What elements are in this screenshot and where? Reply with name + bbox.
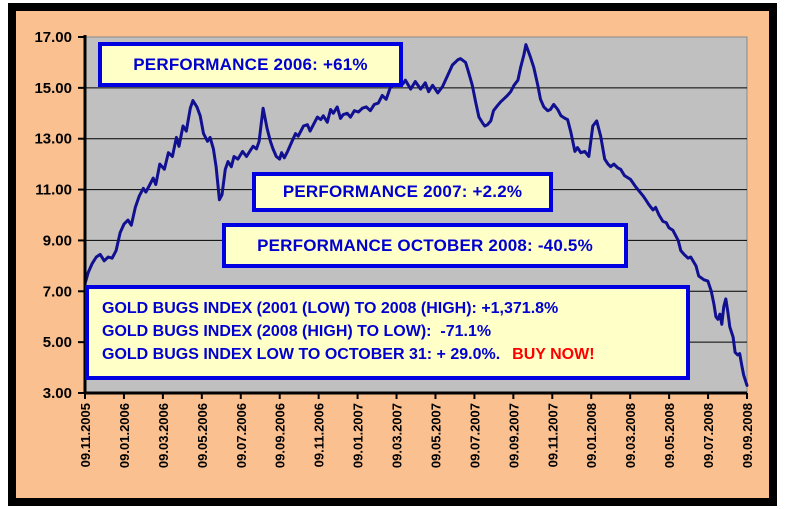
buy-now-text: BUY NOW!: [512, 346, 595, 363]
x-tick-label: 09.07.2007: [467, 403, 482, 468]
performance-october-2008-text: PERFORMANCE OCTOBER 2008: -40.5%: [257, 235, 593, 255]
x-tick-label: 09.03.2008: [623, 403, 638, 468]
x-tick-label: 09.07.2006: [234, 403, 249, 468]
y-tick-label: 3.00: [43, 385, 72, 402]
x-tick-label: 09.01.2006: [117, 403, 132, 468]
performance-2007-note: PERFORMANCE 2007: +2.2%: [252, 172, 553, 212]
gold-bugs-summary-note: GOLD BUGS INDEX (2001 (LOW) TO 2008 (HIG…: [85, 285, 690, 380]
x-tick-label: 09.11.2006: [312, 403, 327, 467]
y-tick-label: 5.00: [43, 334, 72, 351]
y-tick-label: 15.00: [34, 80, 72, 97]
x-tick-label: 09.11.2007: [545, 403, 560, 467]
performance-2007-text: PERFORMANCE 2007: +2.2%: [282, 182, 523, 201]
x-tick-label: 09.09.2006: [273, 403, 288, 468]
x-tick-label: 09.05.2008: [662, 403, 677, 468]
performance-2006-text: PERFORMANCE 2006: +61%: [133, 54, 368, 74]
performance-october-2008-note: PERFORMANCE OCTOBER 2008: -40.5%: [222, 223, 628, 268]
x-tick-label: 09.05.2006: [195, 403, 210, 468]
x-tick-label: 09.03.2006: [156, 403, 171, 468]
y-tick-label: 7.00: [43, 283, 72, 300]
gold-bugs-line-low-to-oct31: GOLD BUGS INDEX LOW TO OCTOBER 31: + 29.…: [102, 343, 686, 366]
y-tick-label: 11.00: [35, 182, 72, 199]
x-tick-label: 09.01.2007: [351, 403, 366, 468]
x-tick-label: 09.09.2007: [506, 403, 521, 468]
x-tick-label: 09.05.2007: [429, 403, 444, 468]
x-tick-label: 09.03.2007: [390, 403, 405, 468]
x-tick-label: 09.09.2008: [740, 403, 755, 468]
gold-bugs-line3-text: GOLD BUGS INDEX LOW TO OCTOBER 31: + 29.…: [102, 346, 501, 363]
gold-bugs-line-2001-2008: GOLD BUGS INDEX (2001 (LOW) TO 2008 (HIG…: [102, 300, 559, 317]
performance-2006-note: PERFORMANCE 2006: +61%: [98, 42, 403, 87]
series-gold-bugs-index: [83, 43, 749, 387]
y-tick-label: 9.00: [43, 232, 72, 249]
y-tick-label: 13.00: [34, 131, 72, 148]
x-tick-label: 09.01.2008: [584, 403, 599, 468]
y-tick-label: 17.00: [34, 29, 72, 46]
x-tick-label: 09.07.2008: [701, 403, 716, 468]
x-tick-label: 09.11.2005: [78, 403, 93, 467]
gold-bugs-line-high-to-low: GOLD BUGS INDEX (2008 (HIGH) TO LOW): -7…: [102, 323, 492, 340]
